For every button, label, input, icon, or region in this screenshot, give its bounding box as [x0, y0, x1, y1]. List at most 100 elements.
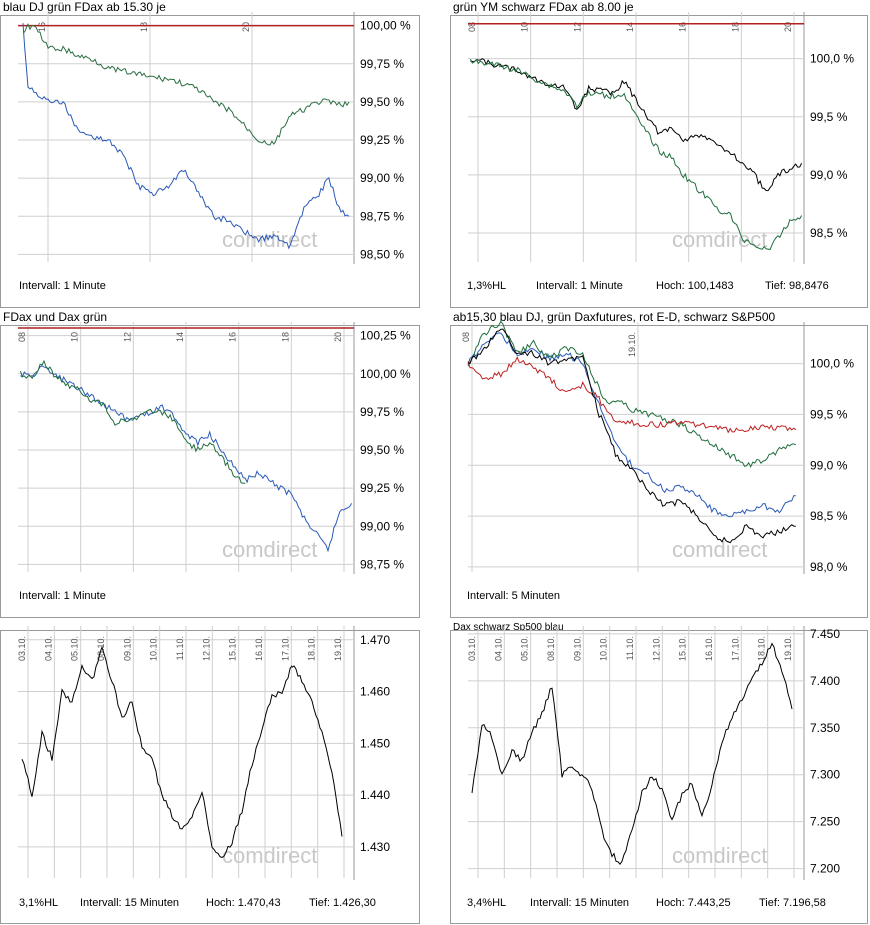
chart-svg: 1.470 1.460 1.450 1.440 1.430 03.10. 04.10. 05.…	[17, 626, 390, 880]
y-tick-label: 7.400	[810, 674, 840, 688]
y-tick-label: 99,5 %	[810, 407, 848, 421]
chart-panel-4: ab15,30 blau DJ, grün Daxfutures, rot E-…	[450, 310, 870, 620]
y-tick-label: 98,75 %	[360, 557, 404, 571]
x-tick-label: 12	[122, 332, 132, 342]
x-tick-label: 18	[280, 332, 290, 342]
x-tick-label: 03.10.	[17, 636, 27, 661]
x-tick-label: 17.10.	[730, 636, 740, 661]
y-tick-label: 99,0 %	[810, 168, 848, 182]
x-tick-label: 20	[333, 332, 343, 342]
x-tick-label: 16	[37, 22, 47, 32]
series-line	[467, 320, 797, 468]
x-tick-label: 08.10.	[546, 636, 556, 661]
chart-title: grün YM schwarz FDax ab 8.00 je	[453, 0, 634, 14]
x-tick-label: 08.10.	[96, 636, 106, 661]
series-line	[469, 58, 803, 251]
x-tick-label: 08	[467, 22, 477, 32]
x-tick-label: 17.10.	[280, 636, 290, 661]
chart-title: FDax und Dax grün	[3, 310, 108, 324]
chart-frame	[450, 630, 868, 924]
chart-frame	[450, 325, 868, 618]
x-tick-label: 19.10.	[333, 636, 343, 661]
watermark: comdirect	[222, 843, 317, 868]
y-tick-label: 99,5 %	[810, 110, 848, 124]
x-tick-label: 20	[783, 22, 793, 32]
series-line	[471, 642, 793, 866]
series-line	[22, 23, 350, 250]
y-tick-label: 7.250	[810, 815, 840, 829]
x-tick-label: 16	[228, 332, 238, 342]
chart-panel-6: Dax schwarz Sp500 blau 7.450 7.400 7.350 7.…	[450, 620, 870, 925]
chart-panel-5: 1.470 1.460 1.450 1.440 1.430 03.10. 04.10. 05.…	[0, 620, 420, 925]
y-tick-label: 1.460	[360, 685, 390, 699]
interval-label: Intervall: 1 Minute	[19, 280, 106, 292]
x-tick-label: 09.10.	[572, 636, 582, 661]
chart-title: blau DJ grün FDax ab 15.30 je	[3, 0, 166, 14]
chart-svg: 100,0 % 99,5 % 99,0 % 98,5 % 08 10 12 14 16 18 20 c…	[467, 12, 854, 264]
y-tick-label: 100,25 %	[360, 329, 411, 343]
watermark: comdirect	[672, 537, 767, 562]
series-line	[467, 328, 796, 544]
y-tick-label: 99,25 %	[360, 133, 404, 147]
y-tick-label: 99,00 %	[360, 171, 404, 185]
y-tick-label: 1.470	[360, 633, 390, 647]
interval-label: Intervall: 15 Minuten	[80, 897, 180, 909]
x-tick-label: 12.10.	[651, 636, 661, 661]
series-line	[19, 359, 246, 484]
interval-label: Intervall: 1 Minute	[19, 590, 106, 602]
series-line	[22, 22, 350, 146]
y-tick-label: 100,00 %	[360, 19, 411, 33]
y-tick-label: 1.450	[360, 736, 390, 750]
watermark: comdirect	[672, 227, 767, 252]
x-tick-label: 15.10.	[678, 636, 688, 661]
chart-panel-3: FDax und Dax grün 100,25 % 100,00 % 99,75 …	[0, 310, 420, 620]
x-tick-label: 05.10.	[520, 636, 530, 661]
y-tick-label: 100,0 %	[810, 357, 854, 371]
low-label: Tief: 98,8476	[765, 280, 829, 292]
chart-frame	[450, 15, 868, 308]
low-label: Tief: 7.196,58	[759, 897, 826, 909]
x-tick-label: 03.10.	[467, 636, 477, 661]
y-tick-label: 98,50 %	[360, 247, 404, 261]
chart-panel-1: blau DJ grün FDax ab 15.30 je 100,00 % 99…	[0, 0, 420, 310]
x-tick-label: 18	[730, 22, 740, 32]
chart-title: ab15,30 blau DJ, grün Daxfutures, rot E-…	[453, 310, 776, 324]
x-tick-label: 20	[241, 22, 251, 32]
interval-label: Intervall: 1 Minute	[536, 280, 623, 292]
x-tick-label: 08	[461, 332, 471, 342]
y-tick-label: 7.450	[810, 627, 840, 641]
chart-frame	[0, 630, 420, 924]
x-tick-label: 19.10.	[783, 636, 793, 661]
x-tick-label: 18.10.	[307, 636, 317, 661]
series-line	[467, 332, 796, 518]
range-label: 1,3%HL	[467, 280, 507, 292]
x-tick-label: 10	[70, 332, 80, 342]
y-tick-label: 99,50 %	[360, 95, 404, 109]
y-tick-label: 98,75 %	[360, 209, 404, 223]
chart-svg: 7.450 7.400 7.350 7.300 7.250 7.200 03.10. 04.1…	[467, 626, 840, 880]
x-tick-label: 12	[572, 22, 582, 32]
y-tick-label: 1.440	[360, 788, 390, 802]
x-tick-label: 04.10.	[493, 636, 503, 661]
x-tick-label: 18.10.	[757, 636, 767, 661]
y-tick-label: 7.350	[810, 721, 840, 735]
watermark: comdirect	[222, 537, 317, 562]
x-tick-label: 10.10.	[599, 636, 609, 661]
y-tick-label: 100,0 %	[810, 52, 854, 66]
x-tick-label: 10.10.	[149, 636, 159, 661]
chart-svg: 100,0 % 99,5 % 99,0 % 98,5 % 98,0 % 08 19.10. c…	[461, 320, 854, 574]
x-tick-label: 16.10.	[254, 636, 264, 661]
range-label: 3,1%HL	[19, 897, 59, 909]
y-tick-label: 98,5 %	[810, 226, 848, 240]
y-tick-label: 7.300	[810, 768, 840, 782]
x-tick-label: 15.10.	[228, 636, 238, 661]
x-tick-label: 18	[139, 22, 149, 32]
chart-title[interactable]: Dax schwarz Sp500 blau	[453, 622, 564, 633]
series-line	[467, 356, 797, 434]
x-tick-label: 11.10.	[625, 636, 635, 660]
series-line	[21, 645, 293, 858]
y-tick-label: 99,00 %	[360, 519, 404, 533]
y-tick-label: 99,75 %	[360, 405, 404, 419]
y-tick-label: 7.200	[810, 862, 840, 876]
x-tick-label: 14	[175, 332, 185, 342]
